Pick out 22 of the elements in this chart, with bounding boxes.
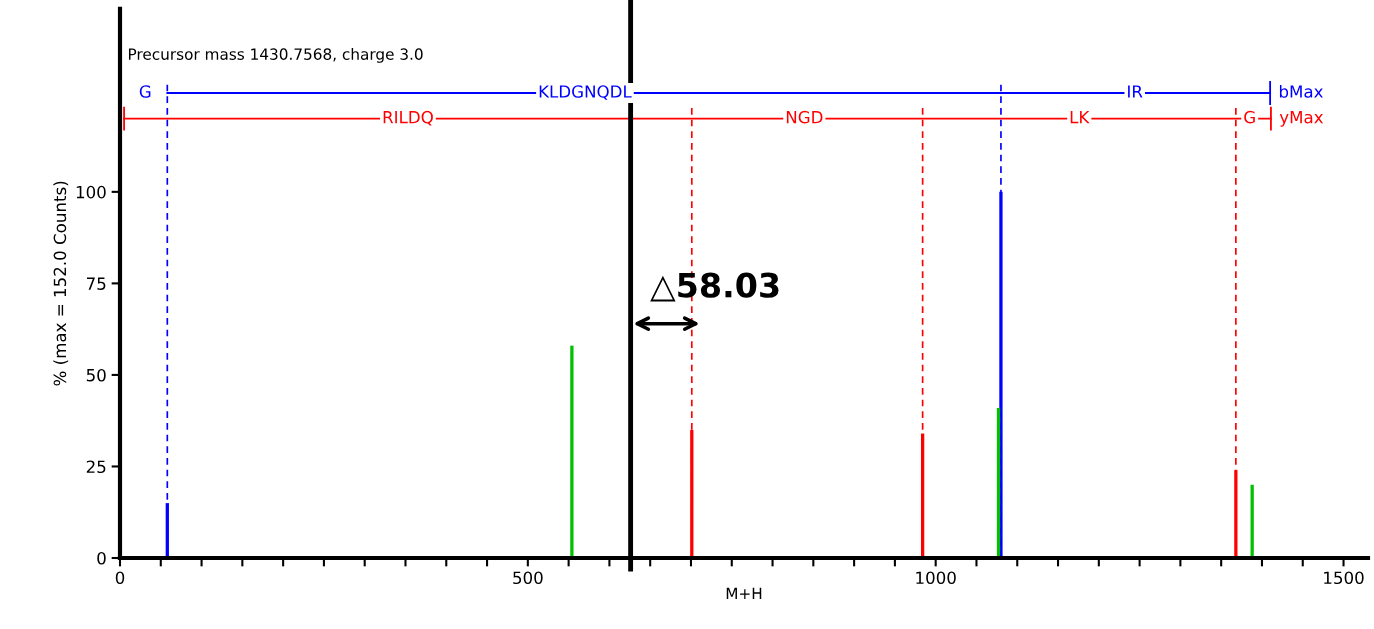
annotation: G [139, 85, 151, 98]
annotation: NGD [786, 110, 823, 124]
y-tick-label: 0 [97, 551, 106, 565]
annotation: G [1244, 110, 1255, 124]
annotation: △58.03 [650, 272, 779, 302]
y-tick-label: 50 [86, 368, 106, 382]
x-tick-label: 1500 [1324, 571, 1364, 585]
annotation: Precursor mass 1430.7568, charge 3.0 [128, 48, 423, 63]
y-axis-title: % (max = 152.0 Counts) [53, 181, 69, 386]
y-tick-label: 75 [86, 277, 106, 290]
x-tick-label: 1000 [916, 571, 956, 585]
x-tick-label: 0 [115, 571, 125, 585]
y-tick-label: 25 [86, 460, 106, 474]
annotation: bMax [1279, 84, 1323, 98]
annotation: KLDGNQDL [539, 85, 632, 100]
y-tick-label: 100 [76, 185, 106, 199]
annotation: IR [1128, 85, 1143, 98]
x-axis-title: M+H [726, 587, 762, 599]
annotation: LK [1070, 111, 1090, 124]
annotation: yMax [1279, 111, 1324, 127]
annotation: RILDQ [383, 110, 433, 126]
x-tick-label: 500 [513, 571, 543, 585]
